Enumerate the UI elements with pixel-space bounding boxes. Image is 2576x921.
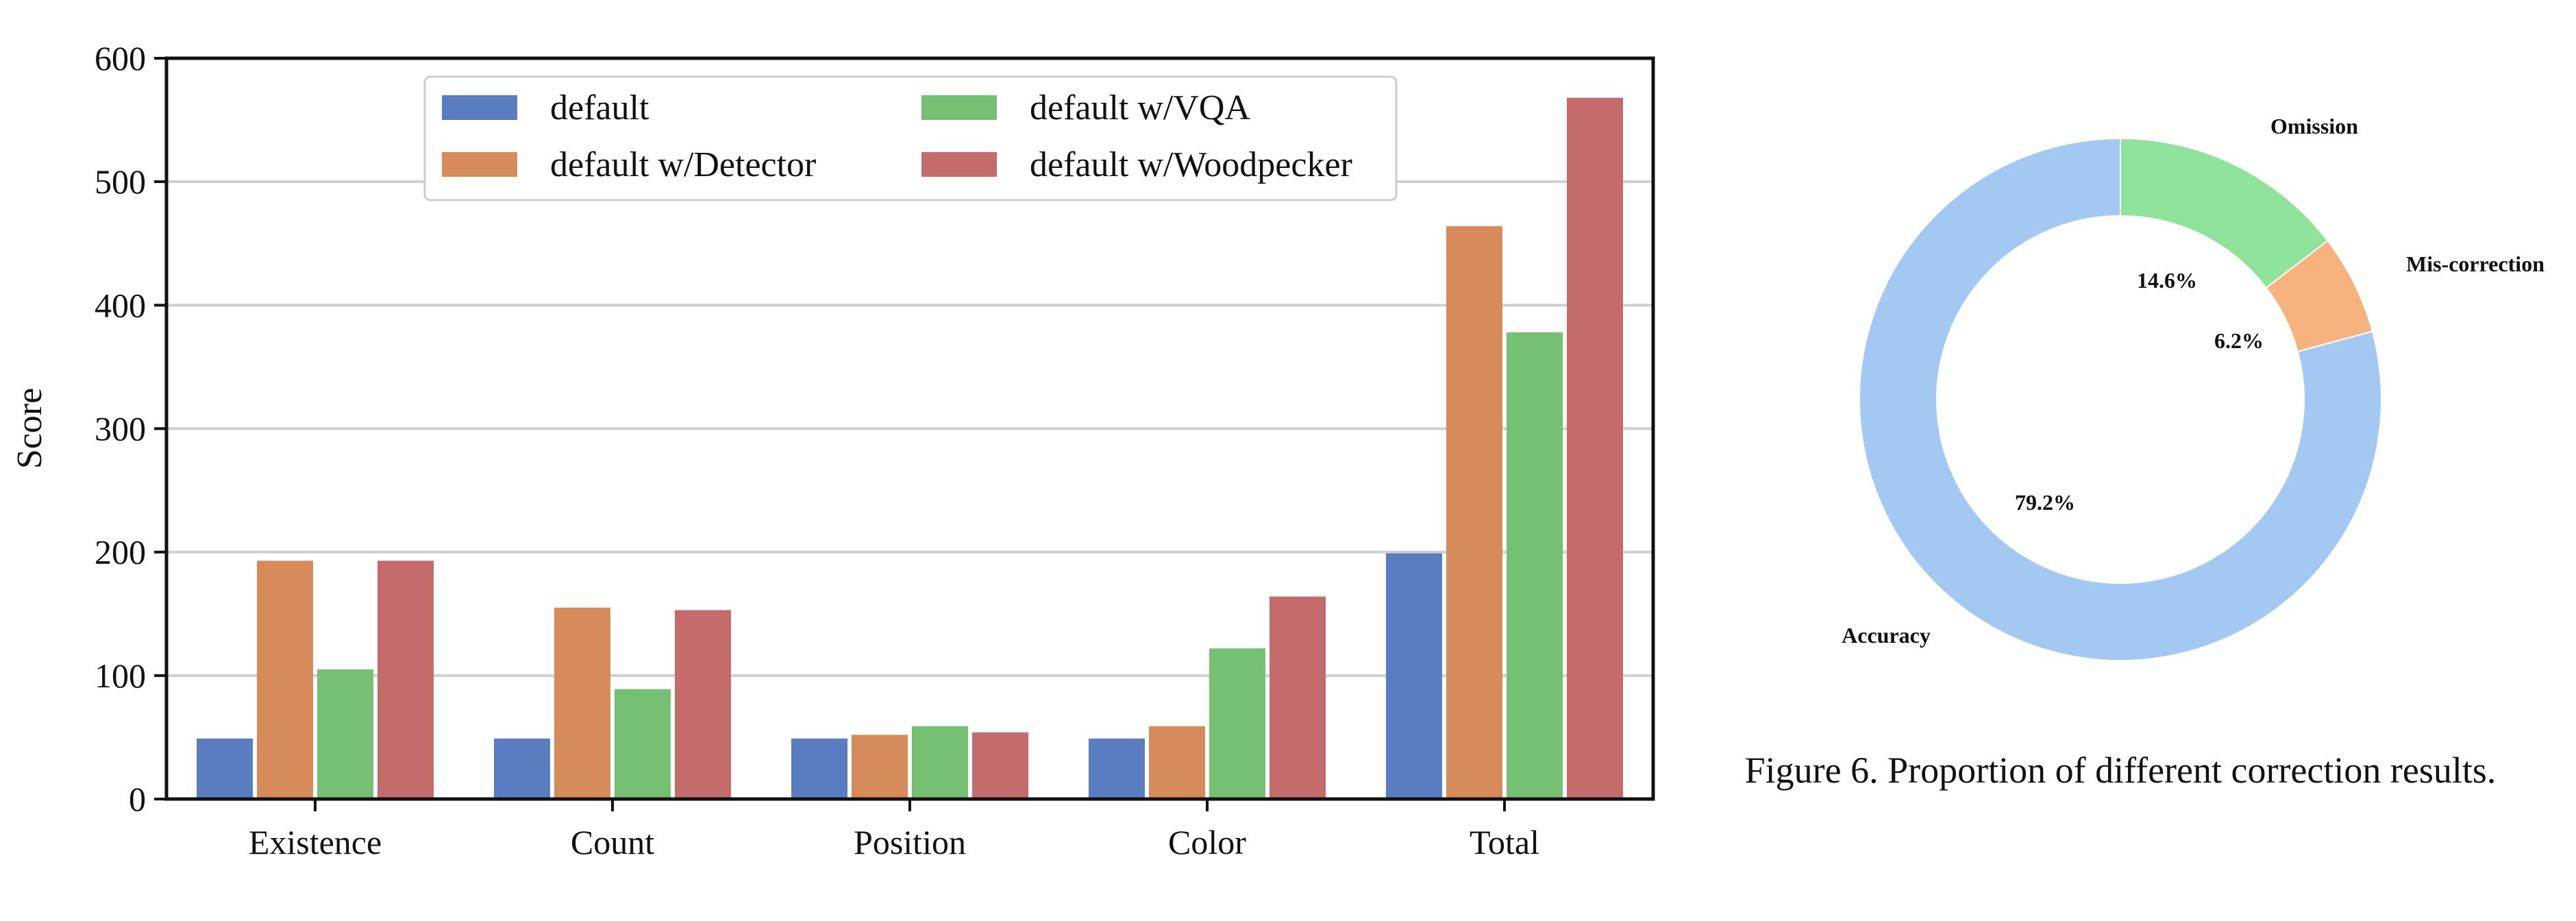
bar-color-default [1089, 738, 1145, 799]
bar-existence-default [197, 738, 253, 799]
bar-existence-default-w-woodpecker [377, 561, 434, 799]
bar-color-default-w-detector [1149, 726, 1205, 799]
bar-position-default-w-detector [852, 735, 908, 799]
donut-slice-accuracy [1859, 137, 2382, 661]
bar-existence-default-w-vqa [317, 669, 373, 799]
y-tick-label: 400 [95, 286, 146, 324]
y-tick-label: 100 [95, 656, 146, 695]
x-tick-label: Existence [249, 823, 382, 861]
donut-pct-mis-correction: 6.2% [2214, 328, 2264, 353]
bar-existence-default-w-detector [257, 561, 313, 799]
x-ticks: Existence Count Position Color Total [249, 799, 1539, 861]
bar-color-default-w-vqa [1209, 648, 1265, 799]
bar-color-default-w-woodpecker [1270, 596, 1326, 799]
y-tick-label: 200 [95, 533, 146, 572]
legend-label-default-w-detector: default w/Detector [550, 145, 816, 184]
y-tick-label: 0 [129, 780, 146, 818]
legend-label-default: default [550, 88, 649, 127]
donut-pct-accuracy: 79.2% [2015, 490, 2075, 515]
donut-chart: Omission 14.6% Mis-correction 6.2% Accuracy 7… [1842, 114, 2544, 661]
y-ticks: 0 100 200 300 400 500 600 [95, 39, 166, 818]
bar-count-default-w-vqa [615, 689, 671, 799]
legend-label-default-w-vqa: default w/VQA [1030, 88, 1250, 127]
figure-caption: Figure 6. Proportion of different correc… [1745, 750, 2497, 791]
donut-label-accuracy: Accuracy [1842, 623, 1931, 648]
x-tick-label: Total [1470, 823, 1539, 861]
legend-swatch-default-w-woodpecker [921, 152, 997, 177]
y-tick-label: 600 [95, 39, 146, 77]
bar-total-default [1386, 553, 1442, 799]
y-tick-label: 500 [95, 162, 146, 201]
bar-chart: 0 100 200 300 400 500 600 Existence Count Positi… [10, 39, 1655, 861]
bar-total-default-w-woodpecker [1567, 97, 1623, 800]
legend-label-default-w-woodpecker: default w/Woodpecker [1030, 145, 1352, 184]
bar-count-default [494, 738, 550, 799]
bar-total-default-w-vqa [1507, 332, 1563, 800]
donut-label-mis-correction: Mis-correction [2406, 251, 2544, 276]
y-tick-label: 300 [95, 410, 146, 448]
bar-position-default-w-vqa [912, 726, 968, 799]
legend-box [423, 75, 1398, 201]
bars [197, 97, 1623, 800]
bar-position-default [791, 738, 847, 799]
donut-label-omission: Omission [2270, 114, 2358, 138]
legend: default default w/Detector default w/VQA de… [423, 75, 1398, 201]
x-tick-label: Position [854, 823, 966, 861]
bar-count-default-w-woodpecker [675, 610, 731, 799]
legend-swatch-default [442, 95, 517, 120]
x-tick-label: Color [1168, 823, 1246, 861]
bar-position-default-w-woodpecker [972, 732, 1028, 799]
bar-total-default-w-detector [1446, 226, 1502, 799]
x-tick-label: Count [571, 823, 654, 861]
legend-swatch-default-w-vqa [921, 95, 997, 120]
bar-count-default-w-detector [554, 607, 610, 799]
legend-swatch-default-w-detector [442, 152, 517, 177]
y-axis-label: Score [10, 388, 49, 469]
donut-pct-omission: 14.6% [2137, 268, 2197, 293]
